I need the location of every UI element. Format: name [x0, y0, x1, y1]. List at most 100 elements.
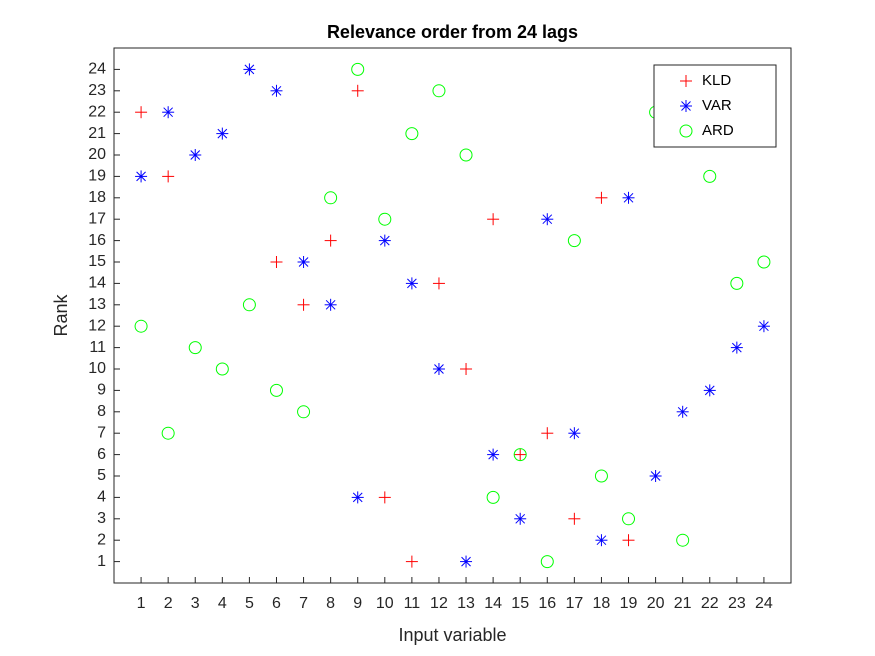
x-tick-label: 19 [620, 595, 638, 612]
legend-box [653, 64, 777, 148]
marker [757, 255, 771, 269]
x-tick-label: 22 [701, 595, 719, 612]
y-tick-label: 13 [88, 296, 106, 313]
marker [568, 427, 581, 440]
y-tick-label: 16 [88, 232, 106, 249]
y-tick-label: 19 [88, 168, 106, 185]
y-tick-label: 20 [88, 146, 106, 163]
x-tick-label: 15 [511, 595, 529, 612]
y-tick-label: 15 [88, 253, 106, 270]
marker [189, 149, 202, 161]
x-tick-label: 23 [728, 595, 746, 612]
marker [622, 534, 635, 547]
marker [432, 363, 445, 375]
marker [460, 555, 473, 568]
y-tick-label: 11 [89, 339, 106, 356]
marker [676, 405, 689, 418]
x-tick-label: 13 [457, 595, 475, 612]
marker [540, 555, 554, 569]
marker [703, 384, 716, 397]
x-tick-label: 10 [376, 595, 394, 612]
y-axis-label: Rank [51, 293, 71, 336]
x-tick-label: 2 [164, 595, 173, 612]
y-tick-label: 24 [88, 61, 106, 78]
x-tick-label: 24 [755, 595, 773, 612]
y-tick-label: 10 [88, 360, 106, 377]
y-tick-label: 21 [88, 125, 106, 142]
y-tick-label: 1 [97, 553, 106, 570]
legend: KLD VAR ARD [653, 64, 777, 148]
marker [351, 491, 364, 504]
x-tick-label: 6 [272, 595, 281, 612]
marker [567, 234, 581, 248]
marker [242, 298, 256, 312]
y-tick-label: 2 [97, 531, 106, 548]
marker [351, 62, 365, 76]
marker [703, 169, 717, 183]
marker [513, 448, 527, 462]
marker [378, 234, 391, 247]
marker [297, 405, 311, 419]
marker [568, 512, 581, 525]
marker [487, 213, 500, 226]
marker [297, 256, 310, 268]
y-tick-label: 4 [97, 489, 106, 506]
marker [405, 555, 418, 568]
x-tick-label: 3 [191, 595, 200, 612]
x-tick-label: 14 [484, 595, 502, 612]
marker [405, 277, 418, 290]
marker [405, 127, 419, 141]
marker [135, 106, 148, 119]
marker [432, 84, 446, 98]
marker [432, 277, 445, 290]
marker [135, 170, 148, 183]
marker [679, 124, 693, 138]
chart-title: Relevance order from 24 lags [327, 22, 578, 42]
marker [351, 84, 364, 97]
marker [297, 298, 310, 311]
marker [649, 470, 662, 482]
marker [680, 100, 692, 112]
x-tick-label: 21 [674, 595, 692, 612]
y-tick-label: 17 [88, 210, 106, 227]
x-tick-label: 8 [326, 595, 335, 612]
y-tick-label: 18 [88, 189, 106, 206]
marker [486, 490, 500, 504]
marker [541, 427, 554, 440]
marker [161, 426, 175, 440]
marker [514, 448, 527, 461]
marker [594, 469, 608, 483]
y-tick-label: 8 [97, 403, 106, 420]
marker [514, 512, 527, 525]
legend-label: ARD [702, 122, 734, 139]
x-tick-label: 5 [245, 595, 254, 612]
x-tick-label: 16 [538, 595, 556, 612]
y-tick-label: 5 [97, 467, 106, 484]
legend-label: VAR [702, 97, 732, 114]
x-axis-label: Input variable [398, 625, 506, 645]
marker [324, 234, 337, 247]
marker [324, 191, 338, 205]
marker [378, 491, 391, 504]
y-tick-label: 12 [88, 317, 106, 334]
x-tick-label: 11 [404, 595, 421, 612]
marker [730, 341, 743, 354]
y-tick-label: 22 [88, 103, 106, 120]
x-tick-label: 9 [353, 595, 362, 612]
marker [676, 533, 690, 547]
y-tick-label: 23 [88, 82, 106, 99]
marker [134, 319, 148, 333]
marker [487, 448, 500, 461]
marker [622, 512, 636, 526]
marker [541, 213, 554, 226]
marker [270, 84, 283, 97]
marker [459, 148, 473, 162]
x-tick-label: 4 [218, 595, 227, 612]
marker [680, 75, 692, 87]
marker [215, 362, 229, 376]
y-tick-label: 9 [97, 382, 106, 399]
marker [757, 320, 770, 333]
marker [162, 170, 175, 183]
x-tick-label: 12 [430, 595, 448, 612]
marker [595, 191, 608, 204]
